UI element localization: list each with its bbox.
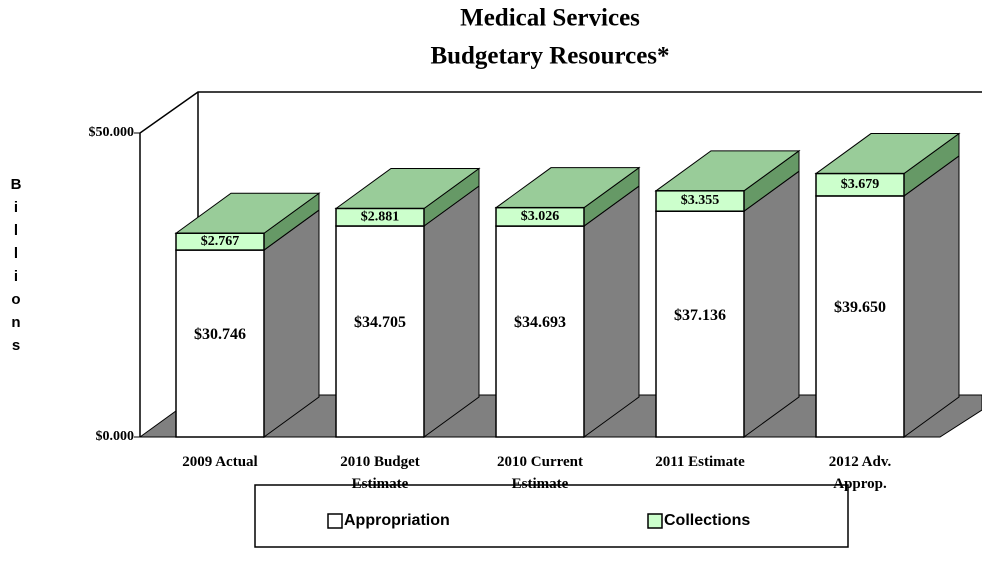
- bar: [815, 195, 905, 438]
- value-label: $34.705: [354, 314, 406, 331]
- value-label: $37.136: [674, 307, 726, 324]
- bar: [495, 225, 585, 438]
- value-label: $3.679: [841, 177, 880, 192]
- value-label: $39.650: [834, 299, 886, 316]
- x-tick-label: 2011 Estimate: [655, 454, 745, 470]
- value-label: $3.026: [521, 209, 560, 224]
- value-label: $2.881: [361, 209, 400, 224]
- bar: [335, 207, 425, 227]
- chart-subtitle: Budgetary Resources*: [430, 43, 669, 70]
- x-tick-label: 2010 Budget Estimate: [340, 454, 420, 492]
- y-tick-label: $0.000: [96, 429, 135, 444]
- y-tick-label: $50.000: [89, 125, 135, 140]
- bar: [495, 206, 585, 227]
- bar: [655, 210, 745, 438]
- legend-label: Collections: [664, 512, 750, 529]
- value-label: $34.693: [514, 314, 566, 331]
- legend: [254, 484, 849, 548]
- legend-swatch: [327, 513, 343, 529]
- legend-swatch: [647, 513, 663, 529]
- walls: [139, 91, 982, 437]
- bar: [175, 249, 265, 438]
- bar: [175, 232, 265, 251]
- x-tick-label: 2010 Current Estimate: [497, 454, 583, 492]
- legend-label: Appropriation: [344, 512, 450, 529]
- bar-side: [423, 185, 480, 438]
- value-label: $2.767: [201, 234, 240, 249]
- bar: [815, 172, 905, 197]
- bar: [655, 190, 745, 212]
- x-tick-label: 2012 Adv. Approp.: [829, 454, 892, 492]
- bar-side: [583, 185, 640, 438]
- bar: [335, 225, 425, 438]
- bar-side: [903, 154, 960, 438]
- x-tick-label: 2009 Actual: [182, 454, 257, 470]
- bar-side: [743, 170, 800, 438]
- value-label: $3.355: [681, 193, 720, 208]
- chart-title: Medical Services: [460, 5, 640, 32]
- value-label: $30.746: [194, 326, 246, 343]
